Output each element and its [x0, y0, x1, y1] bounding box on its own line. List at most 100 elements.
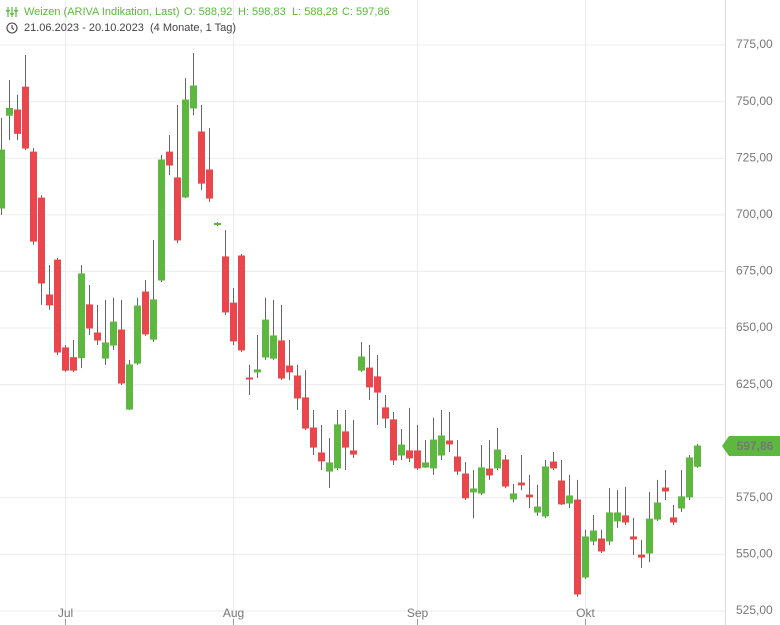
candle-body — [94, 332, 101, 341]
candle-body — [638, 554, 645, 558]
candle-body — [126, 364, 133, 410]
candle-body — [526, 494, 533, 498]
candle-body — [286, 365, 293, 373]
candle-body — [342, 431, 349, 448]
candle-body — [478, 467, 485, 494]
y-tick-label: 700,00 — [736, 207, 773, 221]
candle-body — [374, 376, 381, 393]
candle-body — [30, 151, 37, 242]
candle-body — [686, 457, 693, 498]
candle-body — [118, 329, 125, 384]
date-range: 21.06.2023 - 20.10.2023 — [24, 22, 144, 34]
candle-body — [414, 450, 421, 469]
candle-body — [310, 427, 317, 448]
ohlc-high: H: 598,83 — [238, 6, 286, 18]
x-tick-label: Sep — [407, 606, 429, 620]
candle-body — [238, 255, 245, 351]
candle-body — [230, 302, 237, 342]
candle-body — [302, 397, 309, 429]
candle-body — [422, 462, 429, 468]
ohlc-close: C: 597,86 — [342, 6, 390, 18]
candle-body — [78, 273, 85, 359]
candle-body — [102, 342, 109, 359]
candle-body — [174, 177, 181, 241]
candle-body — [574, 499, 581, 595]
candle-body — [214, 222, 221, 226]
candle-body — [382, 407, 389, 419]
price-tag-label: 597,86 — [737, 439, 774, 453]
candle-body — [590, 530, 597, 542]
candle-body — [158, 159, 165, 281]
candle-body — [222, 256, 229, 313]
candle-body — [654, 502, 661, 520]
candle-body — [534, 506, 541, 513]
y-tick-label: 750,00 — [736, 94, 773, 108]
candle-body — [38, 197, 45, 284]
chart-title: Weizen (ARIVA Indikation, Last) — [24, 6, 180, 18]
candle-body — [326, 462, 333, 472]
candle-body — [6, 107, 13, 116]
candle-body — [438, 435, 445, 456]
candle-body — [542, 466, 549, 517]
price-tag — [722, 436, 780, 457]
candle-body — [166, 151, 173, 166]
candle-body — [606, 512, 613, 542]
y-tick-label: 725,00 — [736, 150, 773, 164]
candle-body — [462, 473, 469, 499]
candle-body — [86, 304, 93, 329]
candle-body — [598, 538, 605, 552]
symbol-icon — [5, 7, 19, 17]
candle-body — [190, 85, 197, 109]
candle-body — [206, 169, 213, 199]
candle-body — [486, 468, 493, 476]
candle-body — [678, 496, 685, 509]
y-tick-label: 550,00 — [736, 547, 773, 561]
candle-body — [278, 340, 285, 379]
grid — [0, 0, 725, 625]
x-tick-label: Jul — [58, 606, 73, 620]
candle-body — [46, 294, 53, 306]
candle-body — [446, 440, 453, 445]
candle-body — [390, 419, 397, 461]
candle-body — [566, 495, 573, 504]
candle-body — [262, 319, 269, 358]
candle-body — [398, 444, 405, 456]
candle-body — [254, 369, 261, 373]
candles — [0, 52, 701, 597]
ohlc-open: O: 588,92 — [184, 6, 232, 18]
candle-body — [0, 149, 5, 209]
candle-body — [246, 377, 253, 380]
candle-body — [430, 439, 437, 469]
candle-body — [366, 367, 373, 388]
candle-body — [270, 335, 277, 359]
clock-icon — [6, 22, 18, 34]
candle-body — [62, 347, 69, 371]
candle-body — [582, 536, 589, 578]
candle-body — [670, 517, 677, 523]
candle-body — [470, 488, 477, 493]
candle-body — [134, 305, 141, 364]
y-tick-label: 675,00 — [736, 264, 773, 278]
candle-body — [558, 480, 565, 505]
y-tick-label: 625,00 — [736, 377, 773, 391]
candle-body — [358, 356, 365, 371]
candle-body — [294, 375, 301, 399]
candle-body — [662, 487, 669, 492]
candle-body — [694, 445, 701, 467]
candle-body — [646, 518, 653, 554]
candle-body — [182, 99, 189, 198]
period: (4 Monate, 1 Tag) — [150, 22, 236, 34]
candle-body — [550, 461, 557, 469]
candle-body — [150, 299, 157, 340]
candle-body — [630, 536, 637, 540]
candle-body — [70, 357, 77, 371]
candle-body — [22, 86, 29, 149]
candle-body — [318, 452, 325, 462]
y-tick-label: 525,00 — [736, 603, 773, 617]
candle-body — [406, 450, 413, 459]
candle-body — [142, 291, 149, 335]
candle-body — [198, 131, 205, 184]
x-tick-label: Okt — [576, 606, 595, 620]
